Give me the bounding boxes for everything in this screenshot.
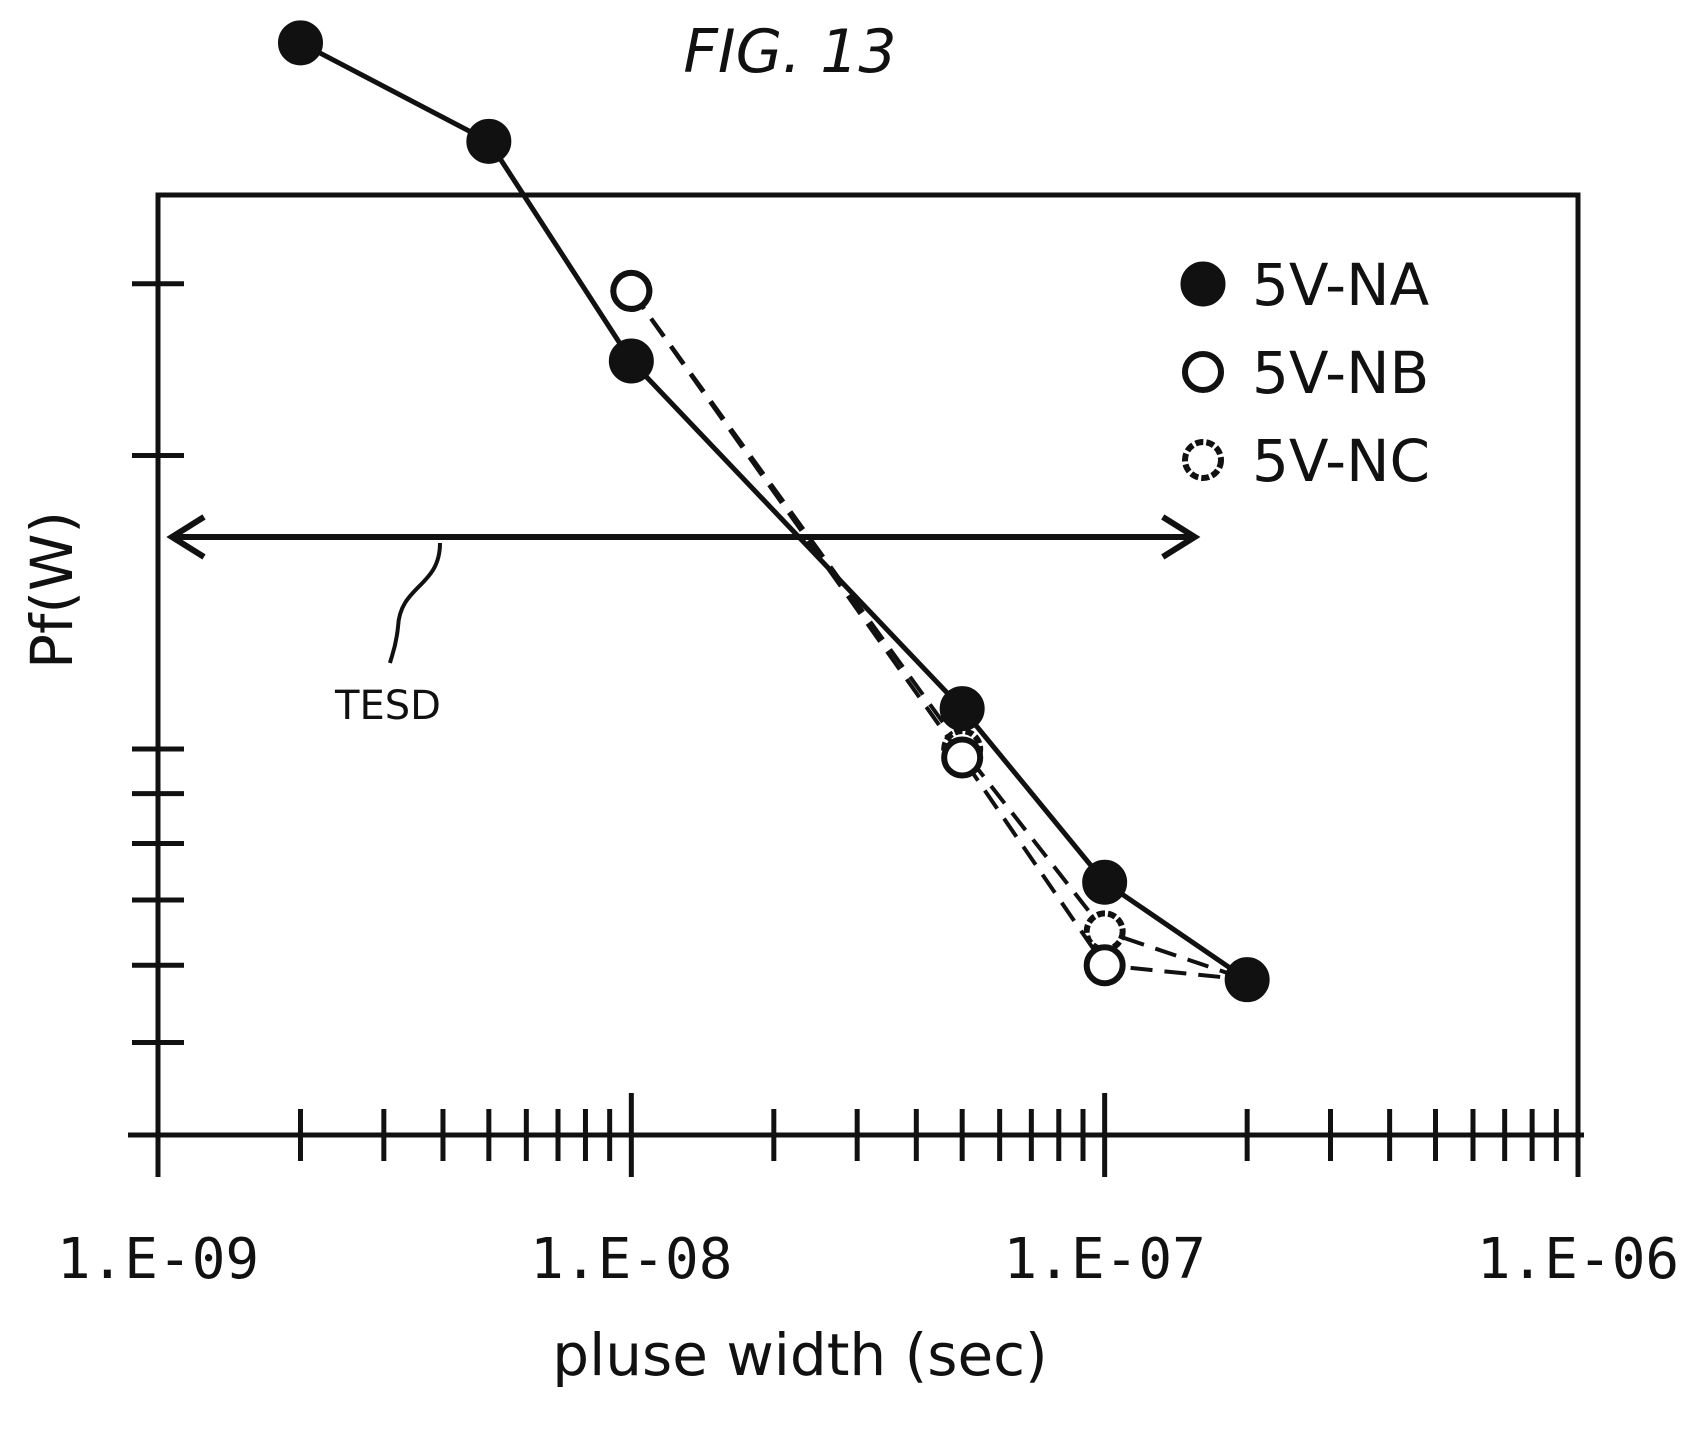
legend: 5V-NA 5V-NB 5V-NC [1180, 251, 1430, 495]
legend-label: 5V-NB [1252, 339, 1429, 407]
tesd-label: TESD [334, 683, 441, 729]
x-tick-label: 1.E-09 [57, 1227, 259, 1292]
x-tick-label: 1.E-06 [1477, 1227, 1679, 1292]
legend-label: 5V-NC [1252, 427, 1430, 495]
data-point [1083, 944, 1126, 987]
axis-ticks [132, 281, 1581, 1177]
data-point [610, 269, 653, 312]
x-tick-label: 1.E-07 [1004, 1227, 1206, 1292]
annotation-layer: TESD [166, 514, 1201, 729]
legend-marker [1180, 261, 1226, 307]
series-5v-nc [610, 269, 1269, 1001]
series-layer [277, 20, 1270, 1003]
data-point [608, 338, 654, 384]
legend-marker [1182, 439, 1224, 481]
x-axis-title: pluse width (sec) [552, 1321, 1047, 1389]
data-point [941, 736, 984, 779]
plot-border [155, 192, 1581, 1138]
data-point [466, 118, 512, 164]
legend-label: 5V-NA [1252, 251, 1429, 319]
series-line [299, 40, 1249, 982]
series-line [629, 289, 1248, 982]
data-point [1082, 859, 1128, 905]
data-point [939, 686, 985, 732]
legend-marker [1182, 351, 1224, 393]
series-line [629, 289, 1248, 982]
tesd-leader-line [388, 542, 442, 664]
x-tick-label: 1.E-08 [530, 1227, 732, 1292]
series-5v-na [277, 20, 1270, 1003]
x-tick-labels: 1.E-09 1.E-08 1.E-07 1.E-06 [57, 1227, 1679, 1292]
plot-frame [128, 192, 1584, 1138]
y-axis-title: Pf(W) [18, 511, 86, 669]
data-point [277, 20, 323, 66]
series-5v-nb [610, 269, 1269, 1001]
tesd-arrow-head-left [166, 514, 206, 560]
data-point [1224, 957, 1270, 1003]
tesd-arrow-head-right [1161, 514, 1201, 560]
figure-label: FIG. 13 [683, 17, 896, 87]
